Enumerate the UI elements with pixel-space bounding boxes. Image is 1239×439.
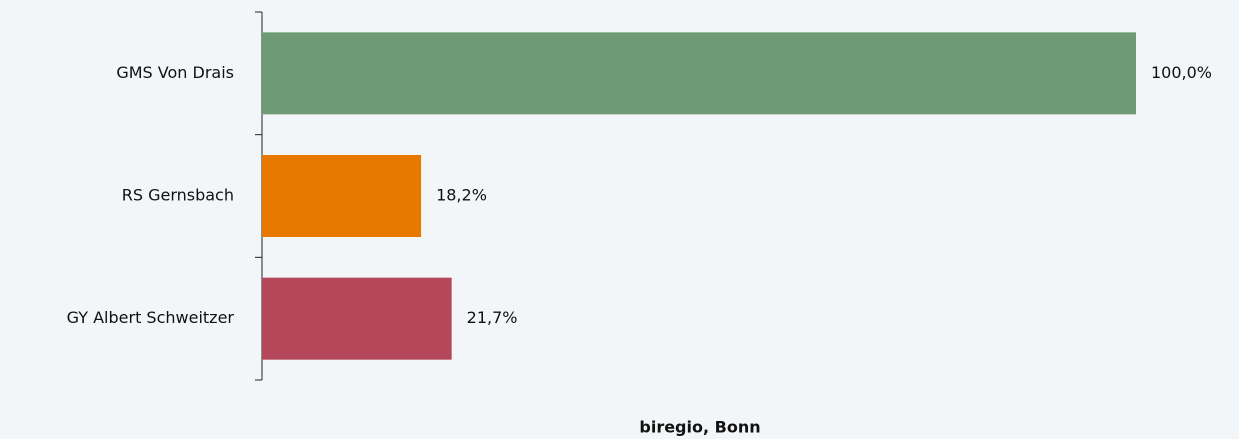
category-label: RS Gernsbach — [122, 186, 234, 205]
source: biregio, Bonn — [639, 418, 760, 437]
value-label: 100,0% — [1151, 63, 1212, 82]
category-label: GY Albert Schweitzer — [67, 308, 235, 327]
bar — [262, 32, 1136, 115]
value-label: 21,7% — [467, 308, 518, 327]
bar — [262, 277, 452, 360]
category-label: GMS Von Drais — [116, 63, 234, 82]
bar — [262, 155, 422, 237]
value-label: 18,2% — [436, 186, 487, 205]
